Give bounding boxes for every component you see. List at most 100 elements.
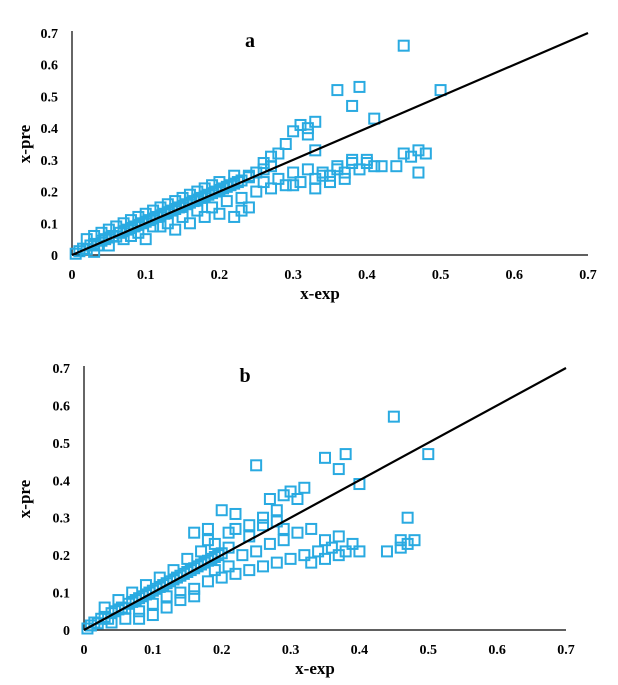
x-axis-label: x-exp bbox=[300, 284, 340, 303]
data-point bbox=[346, 153, 359, 166]
data-point bbox=[346, 537, 359, 550]
data-point bbox=[394, 534, 407, 547]
data-point bbox=[287, 179, 300, 192]
data-point bbox=[250, 545, 263, 558]
data-point bbox=[112, 594, 125, 607]
data-point bbox=[206, 201, 219, 214]
data-point bbox=[324, 169, 336, 182]
data-point bbox=[176, 191, 189, 204]
data-point bbox=[316, 169, 329, 182]
data-point bbox=[153, 571, 166, 584]
data-point bbox=[309, 144, 322, 157]
data-point bbox=[331, 160, 344, 173]
data-point bbox=[325, 541, 338, 554]
x-tick-label: 0.2 bbox=[211, 268, 229, 283]
x-tick-label: 0.7 bbox=[557, 643, 575, 658]
x-tick-label: 0.1 bbox=[137, 268, 155, 283]
data-point bbox=[139, 579, 152, 592]
data-point bbox=[312, 545, 325, 558]
data-point bbox=[222, 526, 235, 539]
data-point bbox=[236, 549, 249, 562]
y-tick-label: 0.5 bbox=[53, 437, 71, 452]
data-point bbox=[188, 590, 201, 603]
y-axis-label: x-pre bbox=[15, 124, 34, 163]
x-axis-label: x-exp bbox=[295, 659, 335, 678]
data-point bbox=[188, 582, 201, 595]
x-tick-label: 0.4 bbox=[358, 268, 376, 283]
y-tick-label: 0.2 bbox=[53, 549, 71, 564]
data-point bbox=[243, 564, 256, 577]
data-point bbox=[301, 163, 314, 176]
data-point bbox=[188, 526, 201, 539]
data-point bbox=[183, 188, 196, 201]
data-point bbox=[305, 556, 318, 569]
y-tick-label: 0.7 bbox=[41, 27, 59, 42]
data-point bbox=[368, 160, 381, 173]
data-point bbox=[174, 594, 187, 607]
data-point bbox=[124, 229, 137, 242]
x-tick-label: 0.3 bbox=[282, 643, 300, 658]
data-point bbox=[309, 115, 322, 128]
y-tick-label: 0.6 bbox=[53, 399, 71, 414]
data-point bbox=[110, 220, 123, 233]
x-tick-label: 0.7 bbox=[579, 268, 597, 283]
data-point bbox=[161, 198, 174, 211]
y-tick-label: 0.2 bbox=[41, 186, 59, 201]
data-point bbox=[287, 125, 300, 138]
data-point bbox=[201, 575, 214, 588]
data-point bbox=[169, 223, 182, 236]
data-point bbox=[277, 534, 290, 547]
y-tick-label: 0 bbox=[63, 624, 70, 639]
data-point bbox=[332, 530, 345, 543]
data-point bbox=[191, 185, 204, 198]
data-point bbox=[305, 522, 318, 535]
data-point bbox=[80, 233, 93, 246]
data-point bbox=[353, 80, 366, 93]
x-tick-label: 0.5 bbox=[432, 268, 450, 283]
data-point bbox=[215, 504, 228, 517]
data-point bbox=[346, 157, 359, 170]
data-point bbox=[228, 169, 241, 182]
data-point bbox=[270, 504, 283, 517]
data-point bbox=[291, 493, 304, 505]
data-point bbox=[390, 160, 403, 173]
data-point bbox=[243, 519, 256, 532]
x-tick-label: 0.2 bbox=[213, 643, 231, 658]
data-point bbox=[206, 179, 219, 192]
data-point bbox=[353, 545, 366, 558]
data-point bbox=[154, 201, 167, 214]
data-point bbox=[146, 597, 159, 610]
data-point bbox=[257, 519, 270, 532]
data-point bbox=[405, 150, 418, 163]
data-point bbox=[117, 217, 130, 230]
data-point bbox=[301, 122, 314, 135]
data-point bbox=[408, 534, 421, 547]
y-tick-label: 0.4 bbox=[53, 474, 71, 489]
data-point bbox=[98, 601, 111, 614]
data-point bbox=[229, 507, 242, 520]
panel-label: a bbox=[245, 30, 255, 52]
data-point bbox=[147, 204, 160, 217]
data-point bbox=[133, 605, 146, 618]
y-tick-label: 0.6 bbox=[41, 59, 59, 74]
data-point bbox=[174, 586, 187, 599]
data-point bbox=[181, 552, 194, 565]
data-point bbox=[279, 138, 292, 150]
x-tick-label: 0 bbox=[81, 643, 88, 658]
data-point bbox=[215, 571, 228, 584]
data-point bbox=[119, 612, 132, 625]
reference-line bbox=[71, 31, 589, 257]
data-point bbox=[309, 172, 322, 185]
data-point bbox=[298, 549, 311, 562]
data-point bbox=[208, 564, 221, 577]
data-point bbox=[301, 128, 314, 141]
data-point bbox=[309, 182, 322, 195]
data-point bbox=[167, 564, 180, 577]
x-tick-label: 0.3 bbox=[284, 268, 302, 283]
data-point bbox=[375, 160, 388, 173]
y-tick-label: 0 bbox=[51, 249, 58, 264]
data-point bbox=[176, 210, 189, 223]
data-point bbox=[319, 552, 331, 565]
data-point bbox=[105, 616, 118, 629]
